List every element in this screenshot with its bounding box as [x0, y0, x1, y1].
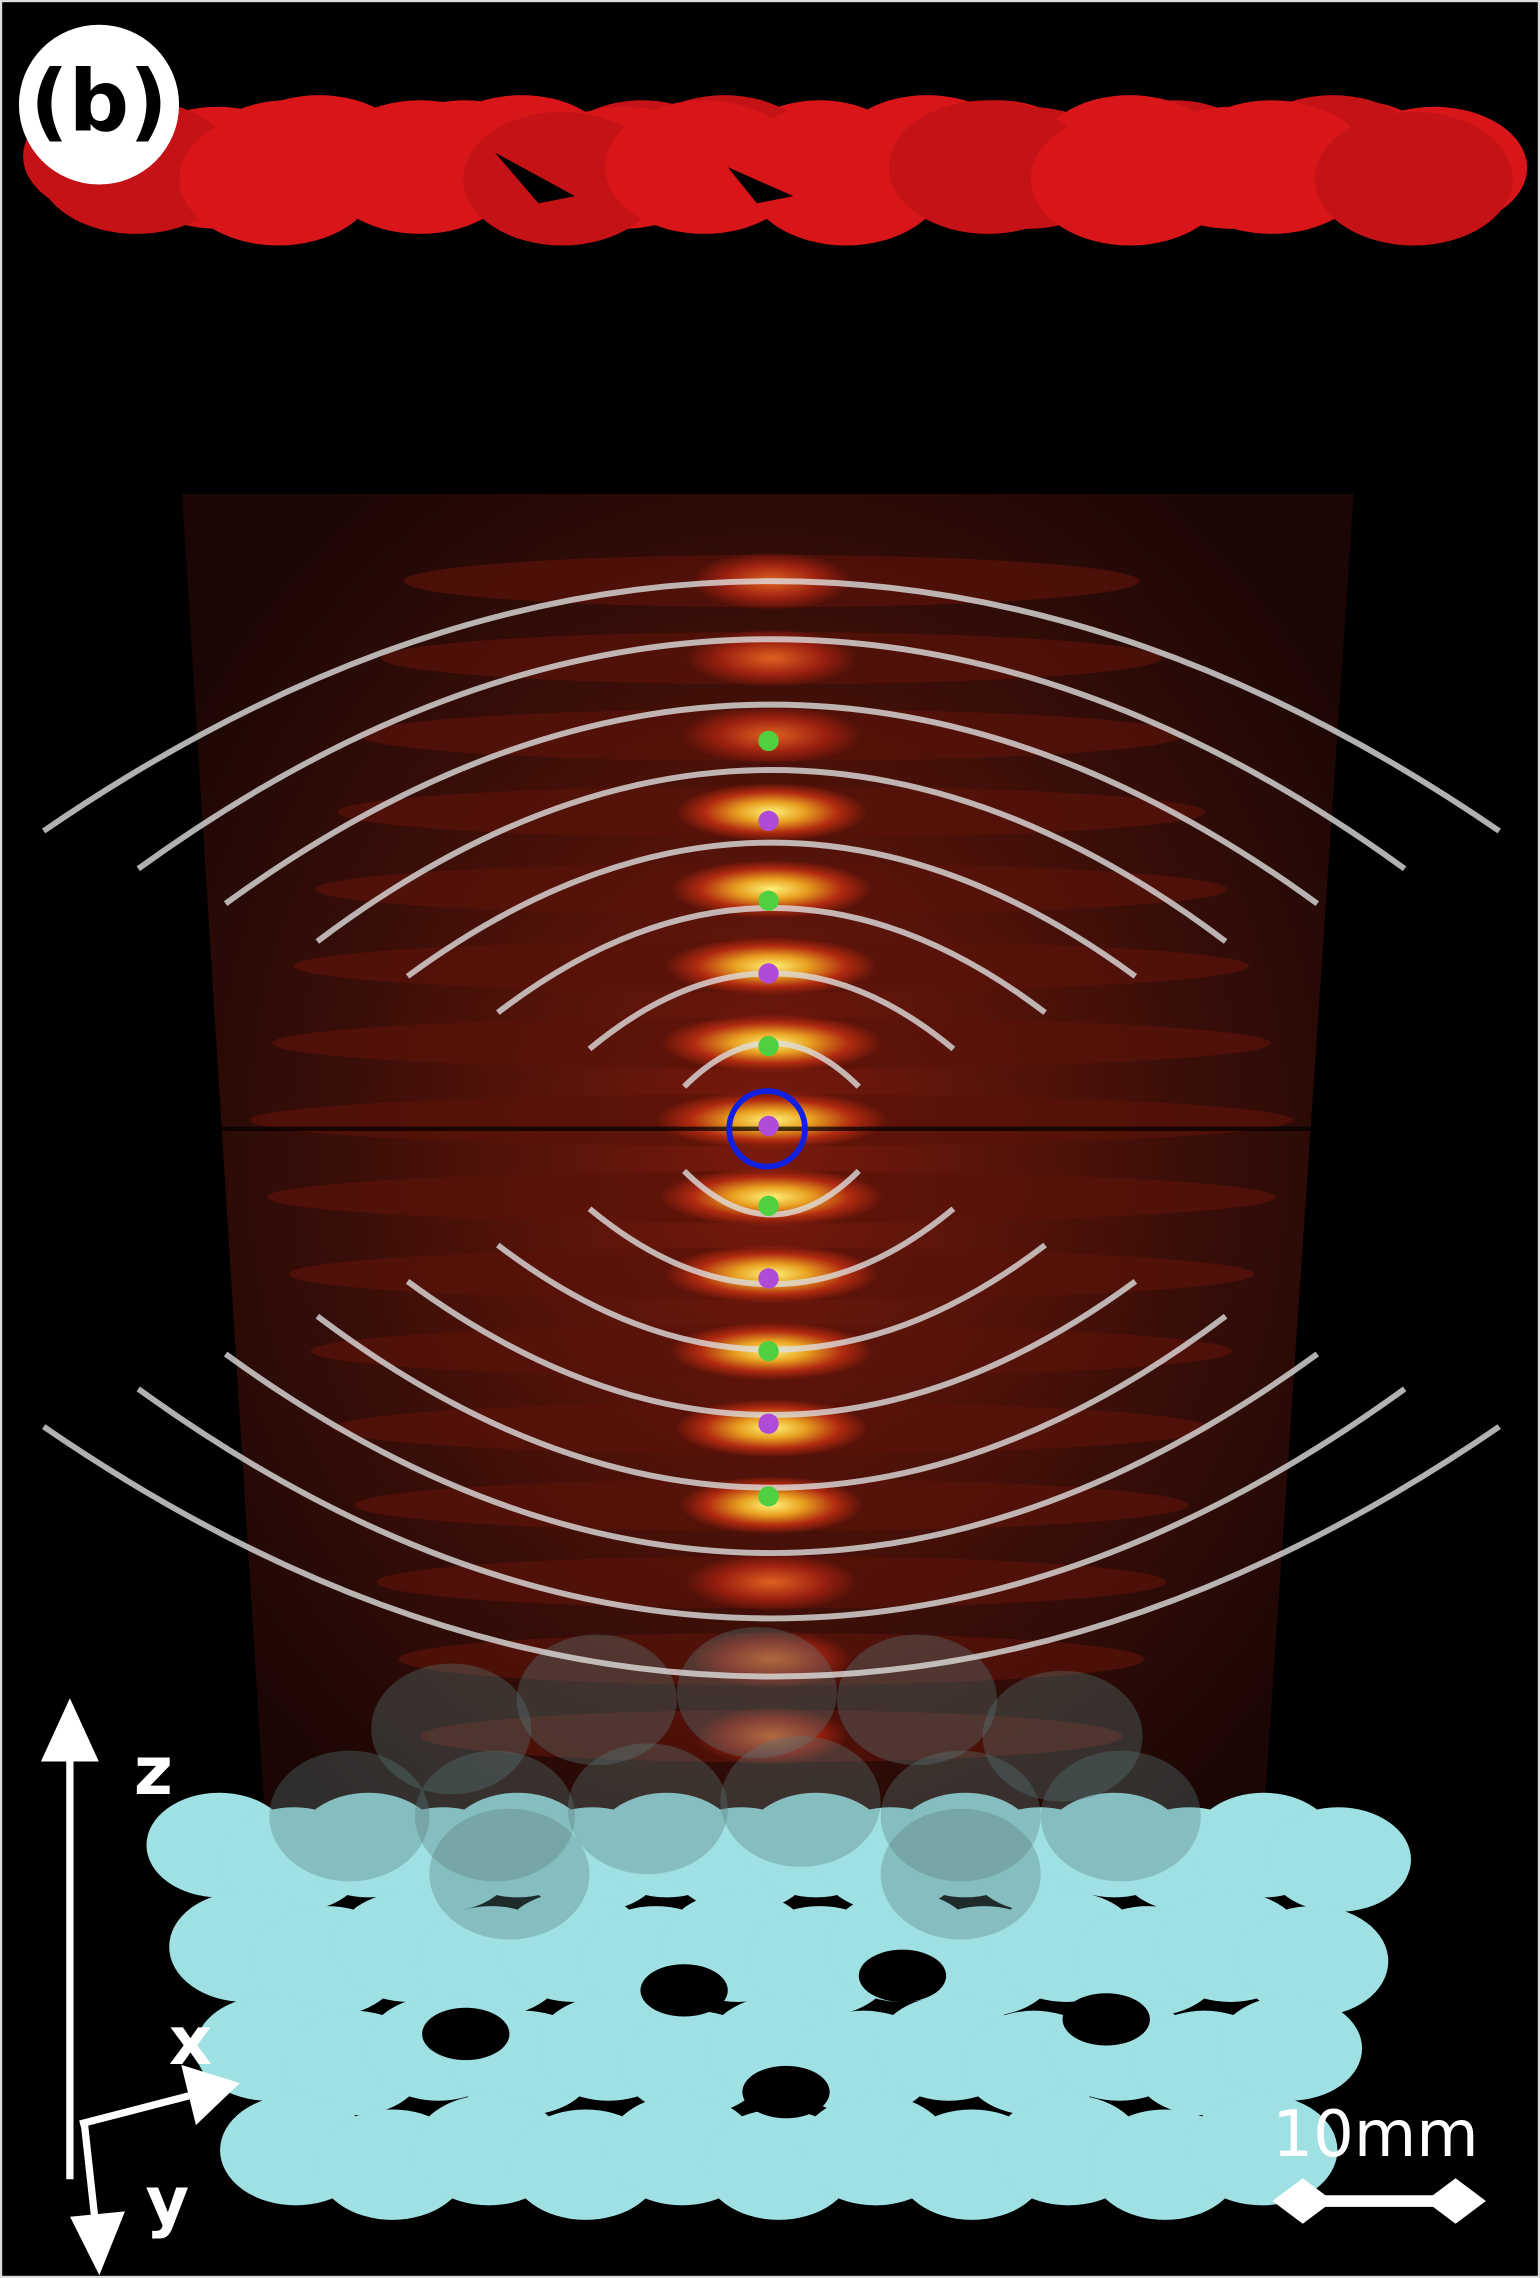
array-gap: [422, 2007, 510, 2061]
transducer: [1314, 111, 1513, 246]
transducer-shadow: [494, 152, 575, 204]
overlay-disc: [836, 1634, 998, 1766]
transducer: [1216, 1996, 1363, 2101]
particle: [758, 963, 779, 984]
transducer: [1186, 2094, 1338, 2206]
focus-marker: [726, 1088, 808, 1170]
array-gap: [858, 1949, 947, 2002]
x-arrowhead: [181, 2064, 240, 2126]
overlay-disc: [269, 1750, 430, 1882]
y-arrowhead: [70, 2211, 125, 2276]
overlay-disc: [414, 1750, 575, 1882]
overlay-disc: [429, 1808, 590, 1940]
overlay-disc: [720, 1736, 881, 1867]
z-arrowhead: [40, 1698, 99, 1762]
fringe: [670, 860, 873, 919]
panel-badge: [18, 24, 180, 185]
wavefront: [223, 701, 1320, 906]
overlay-disc: [371, 1663, 532, 1795]
panel-label: (b): [30, 52, 168, 150]
wavefront: [42, 1424, 1501, 1680]
bottom-transducer-array: [146, 1792, 1411, 2220]
wavefronts: [42, 578, 1501, 1680]
x-label: x: [169, 2002, 212, 2080]
wavefront: [315, 767, 1228, 944]
overlay-disc: [676, 1627, 837, 1758]
overlay-disc: [982, 1670, 1143, 1802]
particle: [758, 1035, 779, 1057]
fringe: [686, 629, 857, 688]
particle: [758, 1340, 779, 1362]
array-gap: [742, 2065, 830, 2119]
particle: [758, 890, 779, 911]
particle: [758, 1486, 779, 1507]
particles: [758, 730, 779, 1507]
transducer-shadow: [727, 167, 794, 204]
y-axis: [80, 2123, 100, 2231]
wavefront: [136, 1386, 1407, 1622]
wavefront: [42, 578, 1501, 834]
particle: [758, 730, 779, 752]
overlay-disc: [880, 1750, 1041, 1882]
axes-triad: [40, 1698, 240, 2276]
scale-bar-label: 10mm: [1272, 2098, 1478, 2172]
x-axis: [79, 2088, 205, 2128]
array-gap: [640, 1964, 728, 2017]
transducer-overlay: [269, 1627, 1201, 1940]
scale-bar-end: [1272, 2178, 1334, 2224]
overlay-disc: [880, 1808, 1041, 1940]
top-transducer-array: [23, 95, 1528, 246]
fringe: [684, 1553, 859, 1612]
transducer: [1265, 1807, 1411, 1912]
particle: [758, 810, 779, 832]
wavefront: [136, 636, 1407, 872]
particle: [758, 1413, 779, 1434]
wavefront: [223, 1351, 1320, 1556]
z-label: z: [134, 1732, 173, 1810]
particle: [758, 1268, 779, 1289]
overlay-disc: [1040, 1750, 1201, 1882]
wavefront: [405, 839, 1138, 979]
fringe: [695, 1707, 848, 1766]
y-label: y: [146, 2162, 190, 2240]
transducer: [1236, 1906, 1389, 2017]
array-gap: [1062, 1993, 1150, 2046]
particle: [758, 1115, 779, 1137]
scale-bar: [1272, 2178, 1486, 2224]
particle: [758, 1195, 779, 1216]
scale-bar-end: [1425, 2178, 1486, 2224]
overlay-disc: [567, 1743, 728, 1875]
